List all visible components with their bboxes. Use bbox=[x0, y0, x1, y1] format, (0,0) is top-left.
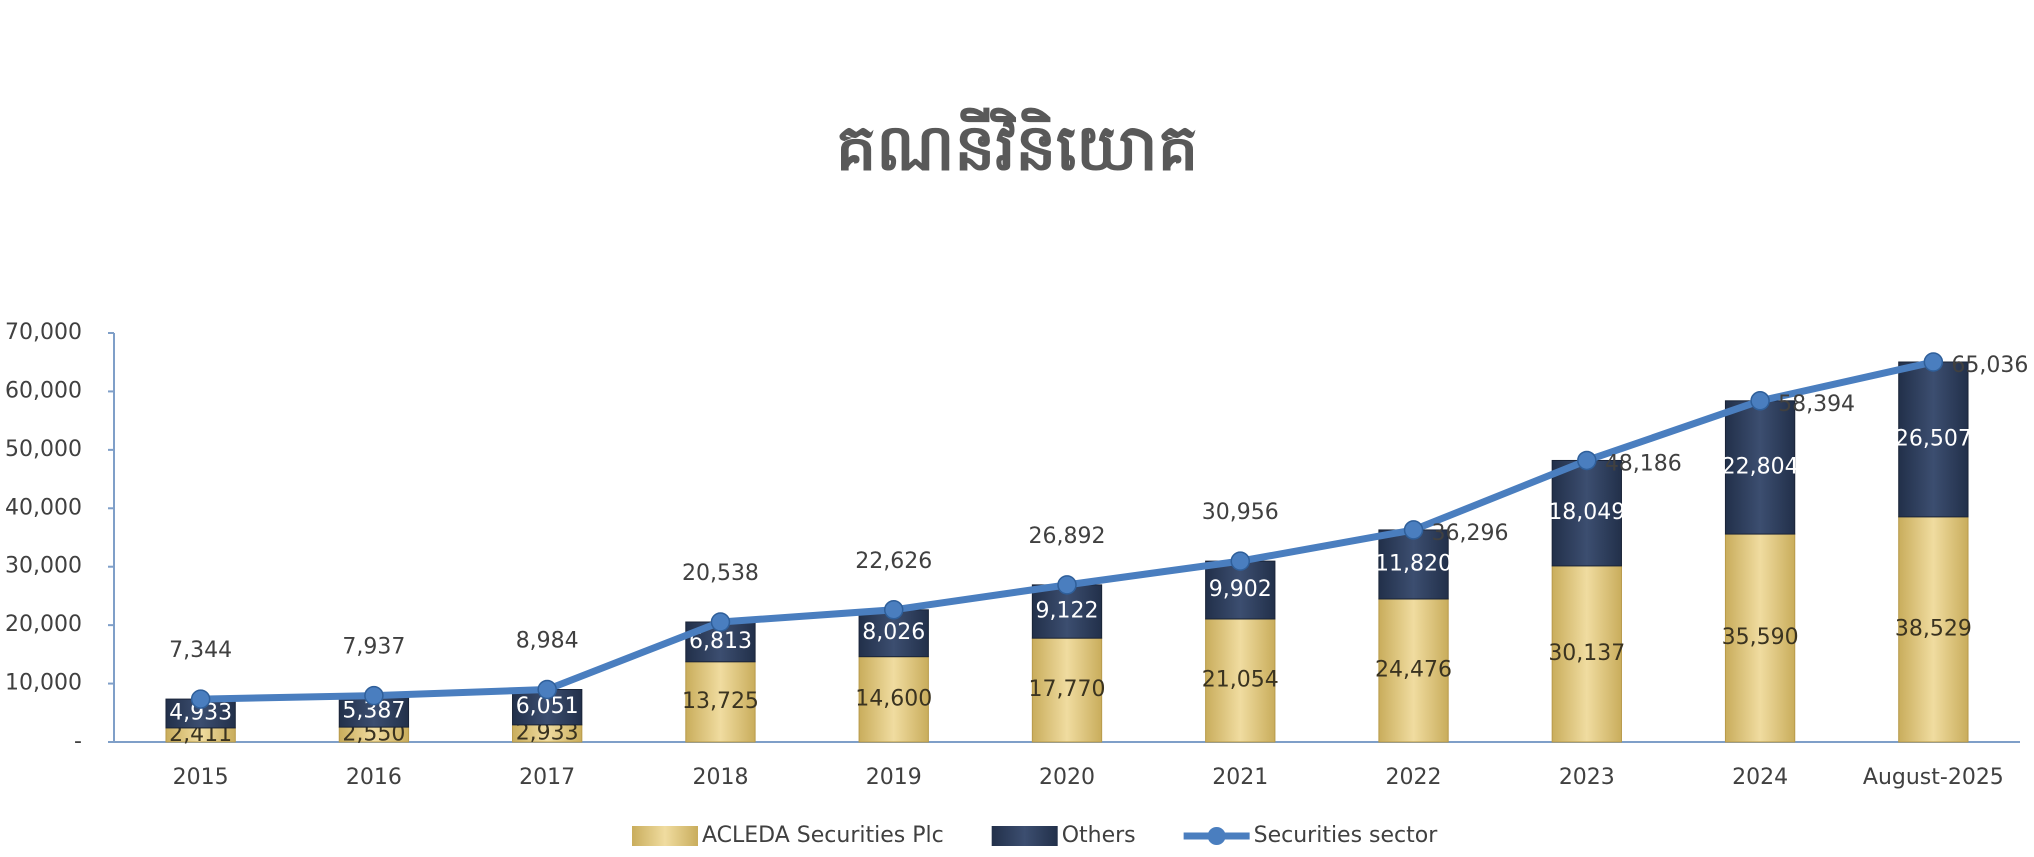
data-label: 48,186 bbox=[1605, 451, 1682, 476]
bar-segment bbox=[858, 656, 929, 743]
data-label: 9,902 bbox=[1209, 577, 1272, 602]
x-tick-label: 2017 bbox=[519, 765, 575, 790]
line-point bbox=[1750, 391, 1770, 411]
x-tick-label: 2021 bbox=[1212, 765, 1268, 790]
data-label: 8,026 bbox=[862, 620, 925, 645]
legend-swatch bbox=[991, 826, 1058, 846]
legend-label: Securities sector bbox=[1254, 823, 1439, 848]
line-point bbox=[1403, 520, 1424, 540]
y-tick-label: 10,000 bbox=[5, 671, 82, 696]
bar-segment bbox=[1031, 637, 1103, 743]
legend-swatch bbox=[632, 826, 698, 846]
bar-segment bbox=[1724, 400, 1796, 535]
data-label: 30,137 bbox=[1548, 641, 1625, 666]
line-point bbox=[710, 612, 731, 632]
bar-segment bbox=[1205, 618, 1276, 743]
data-label: 26,507 bbox=[1895, 426, 1972, 451]
data-label: 8,984 bbox=[516, 629, 579, 654]
bar-segment bbox=[1378, 598, 1449, 743]
x-tick-label: 2019 bbox=[866, 765, 922, 790]
line-point bbox=[883, 600, 904, 620]
legend-label: Others bbox=[1062, 823, 1136, 848]
data-label: 38,529 bbox=[1895, 616, 1972, 641]
bar-segment bbox=[1898, 361, 1969, 518]
data-label: 14,600 bbox=[855, 686, 932, 711]
chart-title: គណនីវិនិយោគ bbox=[836, 108, 1199, 186]
data-label: 58,394 bbox=[1778, 392, 1855, 417]
legend-swatch bbox=[1207, 827, 1226, 845]
data-label: 13,725 bbox=[682, 689, 759, 714]
x-tick-label: 2022 bbox=[1386, 765, 1442, 790]
data-label: 17,770 bbox=[1029, 677, 1106, 702]
y-tick-label: 40,000 bbox=[5, 495, 82, 520]
line-point bbox=[190, 689, 211, 709]
x-tick-label: 2024 bbox=[1732, 765, 1788, 790]
bar-segment bbox=[1378, 529, 1449, 600]
data-label: 21,054 bbox=[1202, 667, 1279, 692]
x-tick-label: 2023 bbox=[1559, 765, 1615, 790]
bar-segment bbox=[1551, 565, 1622, 743]
data-label: 7,344 bbox=[169, 638, 232, 663]
y-tick-label: 20,000 bbox=[5, 612, 82, 637]
line-point bbox=[1923, 352, 1944, 372]
x-tick-label: 2018 bbox=[692, 765, 748, 790]
data-label: 35,590 bbox=[1722, 625, 1799, 650]
bar-segment bbox=[685, 661, 756, 743]
x-tick-label: 2016 bbox=[346, 765, 402, 790]
bar-segment bbox=[1724, 533, 1796, 743]
data-label: 22,804 bbox=[1722, 454, 1799, 479]
data-label: 65,036 bbox=[1951, 353, 2028, 378]
line-point bbox=[537, 679, 557, 700]
legend-label: ACLEDA Securities Plc bbox=[702, 823, 944, 848]
data-label: 22,626 bbox=[855, 549, 932, 574]
data-label: 20,538 bbox=[682, 561, 759, 586]
x-tick-label: 2015 bbox=[173, 765, 229, 790]
line-point bbox=[1057, 575, 1077, 595]
line-point bbox=[1230, 551, 1251, 571]
y-tick-label: 30,000 bbox=[5, 554, 82, 579]
data-label: 36,296 bbox=[1432, 521, 1509, 546]
data-label: 7,937 bbox=[342, 635, 405, 660]
line-point bbox=[1577, 450, 1597, 471]
x-tick-label: 2020 bbox=[1039, 765, 1095, 790]
data-label: 30,956 bbox=[1202, 500, 1279, 525]
data-label: 18,049 bbox=[1548, 500, 1625, 525]
data-label: 26,892 bbox=[1029, 524, 1106, 549]
y-tick-label: 60,000 bbox=[5, 378, 82, 403]
bar-segment bbox=[165, 698, 236, 729]
bar-segment bbox=[1898, 516, 1969, 743]
y-tick-label: 50,000 bbox=[5, 437, 82, 462]
x-tick-label: August-2025 bbox=[1863, 765, 2004, 790]
data-label: 9,122 bbox=[1036, 599, 1099, 624]
y-tick-label: 70,000 bbox=[5, 320, 82, 345]
data-label: 11,820 bbox=[1375, 551, 1452, 576]
data-label: 24,476 bbox=[1375, 657, 1452, 682]
line-point bbox=[364, 685, 384, 706]
y-tick-label: - bbox=[74, 729, 82, 754]
